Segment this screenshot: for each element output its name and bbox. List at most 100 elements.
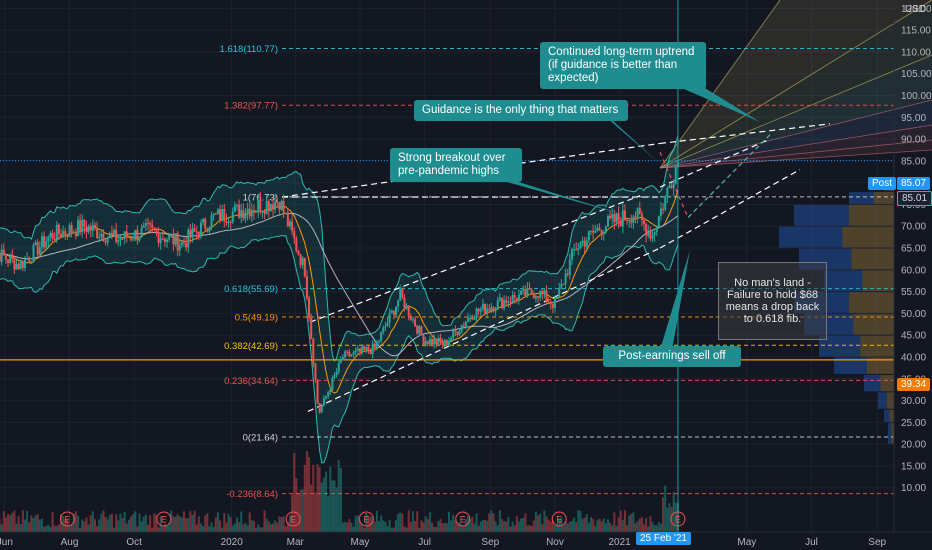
candle-body: [305, 276, 308, 299]
candle-body: [581, 240, 584, 243]
price-tick-label: 55.00: [901, 287, 926, 298]
candle-body: [613, 214, 616, 223]
volume-bar: [526, 525, 529, 532]
volume-bar: [407, 510, 410, 532]
bollinger-bands: [0, 136, 679, 464]
volume-bar: [496, 525, 499, 532]
volume-bar: [405, 527, 408, 532]
candle-body: [204, 218, 207, 229]
volume-bar: [85, 517, 88, 532]
candle-body: [34, 242, 37, 245]
volume-bar: [233, 523, 236, 532]
candle-body: [91, 224, 94, 231]
volume-bar: [643, 524, 646, 532]
time-tick-label: Jul: [805, 537, 818, 548]
earnings-marker[interactable]: [551, 511, 567, 527]
candle-body: [507, 301, 510, 304]
volume-bar: [488, 513, 491, 532]
candle-body: [11, 255, 14, 259]
earnings-marker[interactable]: [285, 511, 301, 527]
volume-bar: [187, 518, 190, 532]
candle-body: [227, 221, 230, 223]
volume-bar: [373, 521, 376, 532]
volume-bar: [151, 527, 154, 532]
candle-body: [511, 295, 514, 303]
volume-bar: [392, 527, 395, 532]
currency-label[interactable]: USD: [904, 4, 926, 15]
candle-body: [96, 227, 99, 238]
candle-body: [405, 305, 408, 309]
volume-bar: [600, 521, 603, 532]
candle-body: [153, 227, 156, 231]
volume-bar: [486, 520, 489, 532]
volume-bar: [361, 523, 364, 532]
candle-body: [414, 319, 417, 327]
volume-bar: [166, 525, 169, 532]
annotation-no-mans-land[interactable]: No man's land - Failure to hold $68 mean…: [718, 262, 827, 340]
price-tick-label: 100.00: [901, 91, 932, 102]
volume-bar: [96, 526, 99, 532]
earnings-marker[interactable]: [59, 511, 75, 527]
volume-bar: [583, 517, 586, 532]
candle-body: [142, 225, 145, 228]
candle-body: [494, 309, 497, 312]
volume-bar: [299, 489, 302, 532]
volume-bar: [640, 517, 643, 532]
volume-bar: [460, 524, 463, 532]
volume-bar: [441, 523, 444, 532]
time-axis[interactable]: Jun Aug Oct 2020 Mar May Jul Sep Nov 2021 May Jul Se…: [0, 531, 932, 548]
earnings-marker-label: E: [363, 515, 369, 525]
fan-ray: [659, 99, 932, 169]
candle-body: [628, 220, 631, 222]
price-tick-label: 65.00: [901, 244, 926, 255]
price-tick-label: 20.00: [901, 440, 926, 451]
annotation-continued-uptrend[interactable]: Continued long-term uptrend (if guidance…: [540, 42, 706, 89]
volume-bar: [623, 510, 626, 532]
time-tick-label: May: [350, 537, 369, 548]
candle-body: [443, 340, 446, 345]
volume-bar: [7, 514, 10, 532]
volume-bar: [246, 525, 249, 532]
volume-bar: [437, 521, 440, 532]
volume-bar: [316, 464, 319, 532]
volume-bar: [68, 525, 71, 532]
volume-bar: [390, 527, 393, 532]
volume-bar: [274, 520, 277, 532]
candle-body: [475, 308, 478, 319]
volume-bar: [575, 522, 578, 532]
earnings-marker[interactable]: [156, 511, 172, 527]
candle-body: [208, 227, 211, 232]
profile-bar-left: [794, 204, 849, 226]
candle-body: [399, 289, 402, 301]
candle-body: [378, 340, 381, 343]
annotation-breakout[interactable]: Strong breakout over pre-pandemic highs: [390, 148, 522, 182]
candle-body: [515, 297, 518, 301]
volume-bar: [445, 523, 448, 532]
candle-body: [238, 204, 241, 218]
trend-line: [659, 123, 831, 145]
earnings-marker[interactable]: [455, 511, 471, 527]
volume-bar: [66, 518, 69, 532]
volume-bar: [672, 492, 675, 532]
candle-body: [89, 226, 92, 231]
fan-ray: [659, 139, 932, 169]
fib-level-label: 1.382(97.77): [224, 101, 278, 112]
earnings-marker[interactable]: [358, 511, 374, 527]
candle-body: [363, 346, 366, 350]
fan-ray: [659, 0, 781, 169]
volume-bar: [354, 515, 357, 532]
annotation-guidance[interactable]: Guidance is the only thing that matters: [414, 100, 628, 121]
volume-bar: [106, 519, 109, 532]
profile-bar-left: [824, 270, 863, 292]
candle-body: [598, 227, 601, 231]
candle-body: [632, 216, 635, 223]
candle-body: [556, 297, 559, 299]
candle-body: [365, 347, 368, 350]
profile-bar-left: [864, 374, 881, 392]
candle-body: [373, 343, 376, 348]
crosshair-date-label: 25 Feb '21: [636, 532, 691, 545]
earnings-marker[interactable]: [670, 511, 686, 527]
trend-line: [309, 195, 641, 323]
annotation-sell-off[interactable]: Post-earnings sell off: [603, 346, 741, 367]
